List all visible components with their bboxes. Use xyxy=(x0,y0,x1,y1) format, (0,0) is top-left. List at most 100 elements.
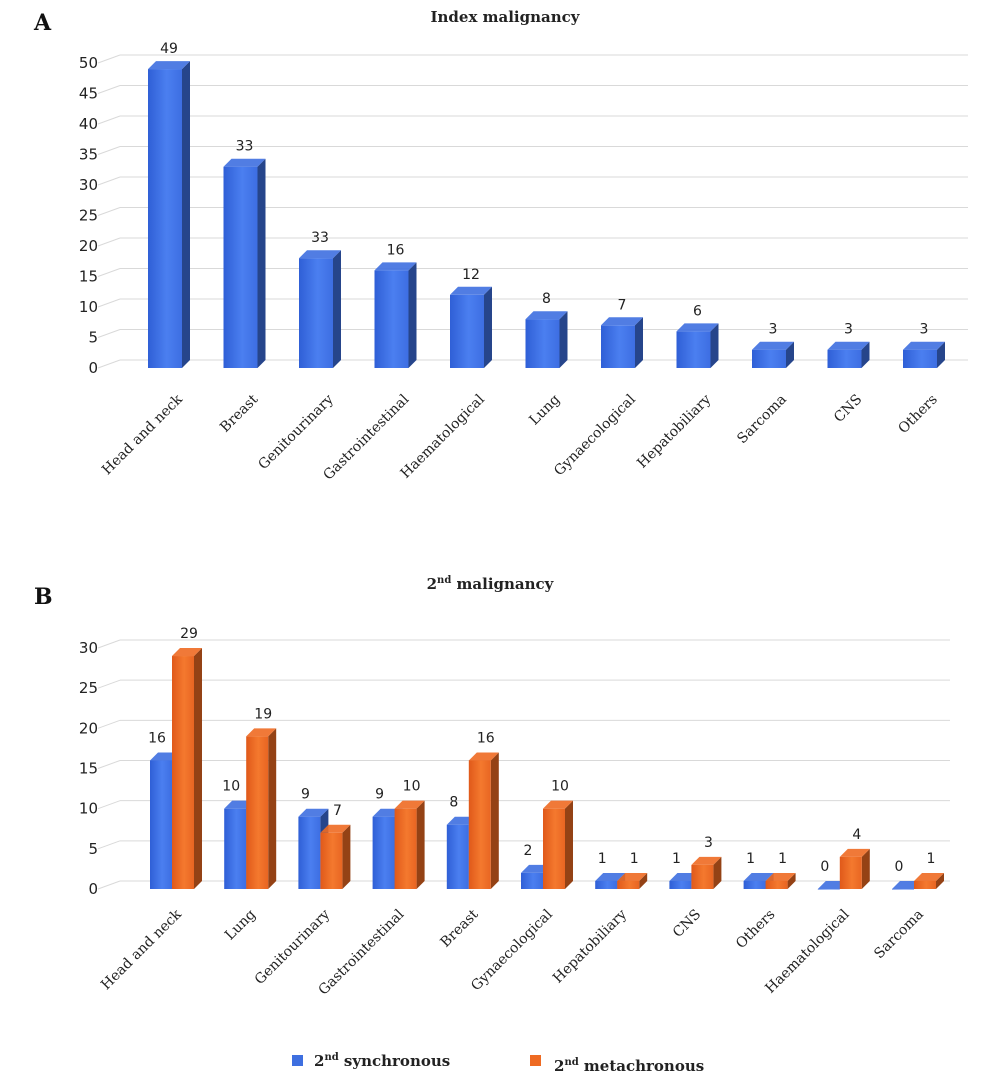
x-tick-label: Breast xyxy=(437,906,481,950)
x-tick-label: Lung xyxy=(222,906,259,943)
panel-a-letter: A xyxy=(33,10,52,36)
y-tick-label: 40 xyxy=(79,115,98,133)
bar xyxy=(676,323,719,368)
legend-synchronous-sup: nd xyxy=(324,1052,338,1063)
bar-metachronous xyxy=(320,824,351,889)
gridline-depth xyxy=(97,207,121,216)
bar-metachronous xyxy=(914,872,944,889)
gridline-depth xyxy=(97,298,121,308)
data-label: 10 xyxy=(222,779,240,795)
chart-b-bars xyxy=(150,648,944,890)
bar-metachronous xyxy=(394,800,425,889)
data-label: 7 xyxy=(618,297,627,313)
x-tick-label: Sarcoma xyxy=(734,392,790,448)
data-label: 3 xyxy=(920,322,929,338)
data-label: 3 xyxy=(704,835,713,851)
data-label: 10 xyxy=(403,779,421,795)
chart-a-bars xyxy=(148,61,945,368)
data-label: 16 xyxy=(477,730,495,746)
x-tick-label: Gynaecological xyxy=(551,391,639,479)
x-tick-label: Haematological xyxy=(398,391,489,482)
data-label: 33 xyxy=(311,230,329,246)
x-tick-label: Genitourinary xyxy=(255,391,337,473)
data-label: 49 xyxy=(160,41,178,57)
x-tick-label: Lung xyxy=(526,391,563,428)
gridline-depth xyxy=(97,329,121,338)
y-tick-label: 30 xyxy=(79,639,98,657)
y-tick-label: 15 xyxy=(79,268,98,286)
data-label: 29 xyxy=(180,626,198,642)
bar xyxy=(752,341,794,368)
chart-b-legend: 2nd synchronous 2nd metachronous xyxy=(292,1052,704,1075)
gridline-depth xyxy=(97,840,121,850)
x-tick-label: Others xyxy=(895,392,940,437)
chart-b-title-rest: malignancy xyxy=(451,575,554,593)
y-tick-label: 30 xyxy=(79,176,98,194)
gridline-depth xyxy=(97,359,121,369)
gridline-depth xyxy=(97,800,121,810)
data-label: 1 xyxy=(778,851,787,867)
y-tick-label: 10 xyxy=(79,800,98,818)
data-label: 0 xyxy=(895,859,904,875)
x-tick-label: CNS xyxy=(831,392,865,426)
legend-metachronous-num: 2 xyxy=(554,1057,564,1075)
y-tick-label: 20 xyxy=(79,237,98,255)
data-label: 1 xyxy=(746,851,755,867)
gridline-depth xyxy=(97,176,121,186)
data-label: 0 xyxy=(820,859,829,875)
legend-label-synchronous: 2nd synchronous xyxy=(314,1052,450,1070)
bar xyxy=(450,286,492,368)
gridline-depth xyxy=(97,268,121,277)
x-tick-label: Head and neck xyxy=(99,391,186,478)
data-label: 3 xyxy=(769,322,778,338)
bar xyxy=(374,262,417,368)
y-tick-label: 5 xyxy=(88,329,98,347)
bar xyxy=(827,341,870,368)
gridline-depth xyxy=(97,880,121,890)
y-tick-label: 20 xyxy=(79,719,98,737)
chart-a-x-axis: Head and neck BreastGenitourinaryGastroin… xyxy=(99,391,941,483)
bar-metachronous xyxy=(839,848,870,889)
x-tick-label: Hepatobiliary xyxy=(634,391,714,471)
gridline-depth xyxy=(97,639,121,649)
bar-metachronous xyxy=(543,800,573,889)
x-tick-label: Genitourinary xyxy=(252,906,334,988)
gridline-depth xyxy=(97,85,121,94)
chart-a-title: Index malignancy xyxy=(431,8,581,26)
bar-metachronous xyxy=(691,856,722,889)
gridline-depth xyxy=(97,54,121,64)
gridline-depth xyxy=(97,719,121,729)
x-tick-label: Hepatobiliary xyxy=(550,906,630,986)
y-tick-label: 5 xyxy=(88,840,98,858)
gridline-depth xyxy=(97,679,121,689)
x-tick-label: Breast xyxy=(217,391,261,435)
chart-b-title: 2nd malignancy xyxy=(427,575,555,593)
y-tick-label: 35 xyxy=(79,146,98,164)
gridline-depth xyxy=(97,237,121,247)
bar xyxy=(601,317,643,368)
legend-swatch-synchronous xyxy=(292,1055,303,1066)
panel-a: A Index malignancy 05101520253035404550 … xyxy=(33,8,968,483)
legend-metachronous-sup: nd xyxy=(564,1057,578,1068)
y-tick-label: 0 xyxy=(88,359,98,377)
legend-label-metachronous: 2nd metachronous xyxy=(554,1057,704,1075)
data-label: 16 xyxy=(148,730,166,746)
y-tick-label: 50 xyxy=(79,54,98,72)
data-label: 16 xyxy=(387,242,405,258)
data-label: 19 xyxy=(254,706,272,722)
data-label: 9 xyxy=(375,787,384,803)
y-tick-label: 15 xyxy=(79,760,98,778)
gridline-depth xyxy=(97,115,121,125)
chart-b-y-axis: 0 5 10 15 20 25 30 xyxy=(79,639,98,898)
panel-b-letter: B xyxy=(34,584,53,610)
bar-metachronous xyxy=(765,872,796,889)
chart-b-x-axis: Head and neck LungGenitourinaryGastrointe… xyxy=(98,906,927,998)
data-label: 2 xyxy=(524,843,533,859)
data-label: 1 xyxy=(598,851,607,867)
data-label: 3 xyxy=(844,322,853,338)
chart-b-title-num: 2 xyxy=(427,575,437,593)
data-label: 12 xyxy=(462,267,480,283)
data-label: 7 xyxy=(333,803,342,819)
